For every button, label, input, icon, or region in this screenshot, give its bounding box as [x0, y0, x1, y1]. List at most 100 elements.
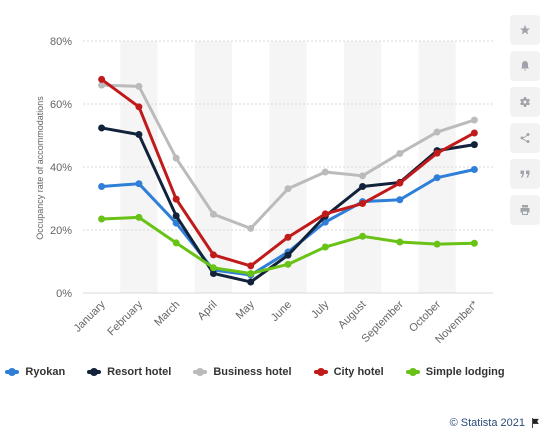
y-tick-label: 0%	[56, 288, 72, 300]
data-point[interactable]	[321, 168, 329, 176]
data-point[interactable]	[284, 260, 292, 268]
data-point[interactable]	[321, 218, 329, 226]
footer: © Statista 2021	[450, 417, 540, 429]
data-point[interactable]	[209, 269, 217, 277]
y-tick-label: 80%	[50, 36, 72, 48]
grid-lines	[83, 40, 493, 294]
legend-label: Simple lodging	[425, 366, 505, 378]
print-icon	[520, 205, 530, 215]
flag-icon[interactable]	[531, 418, 540, 428]
cite-button[interactable]	[510, 159, 540, 189]
data-point[interactable]	[135, 180, 143, 188]
toolbar	[510, 15, 540, 225]
data-point[interactable]	[247, 224, 255, 232]
data-point[interactable]	[396, 149, 404, 157]
legend-label: Business hotel	[213, 366, 292, 378]
data-point[interactable]	[172, 154, 180, 162]
share-icon	[520, 133, 530, 143]
data-point[interactable]	[359, 200, 367, 208]
legend-item[interactable]: City hotel	[313, 366, 384, 378]
x-tick-label: April	[196, 299, 220, 323]
y-axis-ticks: 0% 20% 40% 60% 80%	[50, 36, 72, 300]
data-point[interactable]	[470, 166, 478, 174]
settings-button[interactable]	[510, 87, 540, 117]
data-point[interactable]	[172, 219, 180, 227]
x-tick-label: February	[105, 298, 145, 338]
data-point[interactable]	[433, 149, 441, 157]
data-point[interactable]	[247, 269, 255, 277]
data-point[interactable]	[247, 278, 255, 286]
legend-swatch	[405, 368, 420, 376]
legend: Ryokan Resort hotel Business hotel City hot…	[0, 366, 510, 378]
data-point[interactable]	[209, 251, 217, 259]
series-lines	[98, 75, 478, 286]
data-point[interactable]	[172, 212, 180, 220]
star-icon	[520, 25, 530, 35]
y-tick-label: 60%	[50, 99, 72, 111]
data-point[interactable]	[172, 195, 180, 203]
data-point[interactable]	[433, 240, 441, 248]
y-tick-label: 20%	[50, 225, 72, 237]
legend-swatch	[5, 368, 20, 376]
data-point[interactable]	[172, 239, 180, 247]
data-point[interactable]	[135, 103, 143, 111]
data-point[interactable]	[321, 210, 329, 218]
legend-item[interactable]: Simple lodging	[405, 366, 505, 378]
share-button[interactable]	[510, 123, 540, 153]
quote-icon	[520, 170, 530, 178]
favorite-button[interactable]	[510, 15, 540, 45]
data-point[interactable]	[470, 141, 478, 149]
series-city-hotel	[98, 75, 478, 270]
data-point[interactable]	[396, 196, 404, 204]
x-tick-label: July	[309, 298, 332, 321]
series-simple-lodging	[98, 213, 478, 277]
data-point[interactable]	[284, 233, 292, 241]
data-point[interactable]	[135, 82, 143, 90]
legend-swatch	[313, 368, 328, 376]
print-button[interactable]	[510, 195, 540, 225]
data-point[interactable]	[433, 174, 441, 182]
data-point[interactable]	[284, 185, 292, 193]
data-point[interactable]	[470, 129, 478, 137]
notification-button[interactable]	[510, 51, 540, 81]
data-point[interactable]	[135, 213, 143, 221]
x-tick-label: June	[269, 299, 294, 324]
column-band	[194, 41, 233, 293]
legend-swatch	[87, 368, 102, 376]
gear-icon	[520, 97, 530, 107]
data-point[interactable]	[98, 215, 106, 223]
legend-label: Ryokan	[25, 366, 66, 378]
bell-icon	[521, 61, 529, 71]
y-axis-label: Occupancy rate of accommodations	[35, 96, 45, 240]
data-point[interactable]	[396, 179, 404, 187]
data-point[interactable]	[359, 183, 367, 191]
legend-swatch	[193, 368, 208, 376]
data-point[interactable]	[209, 264, 217, 272]
legend-item[interactable]: Business hotel	[193, 366, 292, 378]
data-point[interactable]	[98, 183, 106, 191]
data-point[interactable]	[470, 239, 478, 247]
x-tick-label: October	[407, 298, 443, 334]
data-point[interactable]	[98, 75, 106, 83]
data-point[interactable]	[396, 238, 404, 246]
data-point[interactable]	[433, 128, 441, 136]
data-point[interactable]	[98, 124, 106, 132]
data-point[interactable]	[470, 116, 478, 124]
data-point[interactable]	[321, 243, 329, 251]
data-point[interactable]	[135, 131, 143, 139]
data-point[interactable]	[98, 81, 106, 89]
legend-label: City hotel	[333, 366, 384, 378]
legend-item[interactable]: Resort hotel	[87, 366, 171, 378]
legend-label: Resort hotel	[107, 366, 172, 378]
data-point[interactable]	[247, 262, 255, 270]
data-point[interactable]	[284, 251, 292, 259]
credit-text[interactable]: © Statista 2021	[449, 417, 525, 429]
data-point[interactable]	[209, 210, 217, 218]
y-tick-label: 40%	[50, 162, 72, 174]
data-point[interactable]	[359, 232, 367, 240]
x-tick-label: May	[234, 298, 258, 322]
legend-item[interactable]: Ryokan	[5, 366, 65, 378]
data-point[interactable]	[359, 172, 367, 180]
